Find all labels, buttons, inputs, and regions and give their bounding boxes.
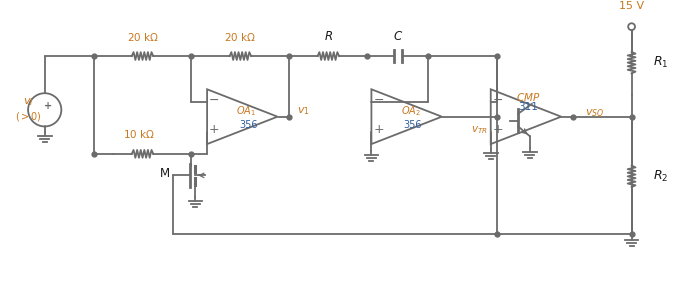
Text: M: M — [160, 167, 170, 180]
Text: $R_2$: $R_2$ — [653, 169, 669, 184]
Text: 15 V: 15 V — [619, 1, 644, 11]
Text: $OA_1$: $OA_1$ — [236, 104, 256, 118]
Text: 20 k$\Omega$: 20 k$\Omega$ — [126, 31, 159, 43]
Text: 356: 356 — [403, 119, 422, 130]
Text: $+$: $+$ — [492, 123, 503, 136]
Text: $R$: $R$ — [324, 30, 333, 43]
Text: 20 k$\Omega$: 20 k$\Omega$ — [224, 31, 256, 43]
Text: $+$: $+$ — [208, 123, 219, 136]
Text: $v_{TR}$: $v_{TR}$ — [471, 124, 487, 136]
Text: $R_1$: $R_1$ — [653, 55, 669, 70]
Text: $-$: $-$ — [492, 93, 503, 106]
Text: $C$: $C$ — [393, 30, 403, 43]
Text: $CMP$: $CMP$ — [515, 91, 540, 103]
Text: $-$: $-$ — [208, 93, 219, 106]
Text: 311: 311 — [518, 102, 538, 112]
Text: $(>0)$: $(>0)$ — [14, 110, 41, 123]
Text: $OA_2$: $OA_2$ — [401, 104, 420, 118]
Text: $v_I$: $v_I$ — [23, 96, 33, 108]
Text: +: + — [43, 101, 52, 111]
Text: 10 k$\Omega$: 10 k$\Omega$ — [123, 128, 155, 140]
Text: $v_{SQ}$: $v_{SQ}$ — [584, 108, 604, 121]
Text: $+$: $+$ — [373, 123, 384, 136]
Text: $-$: $-$ — [373, 93, 384, 106]
Text: $v_1$: $v_1$ — [297, 105, 309, 117]
Text: 356: 356 — [239, 119, 257, 130]
